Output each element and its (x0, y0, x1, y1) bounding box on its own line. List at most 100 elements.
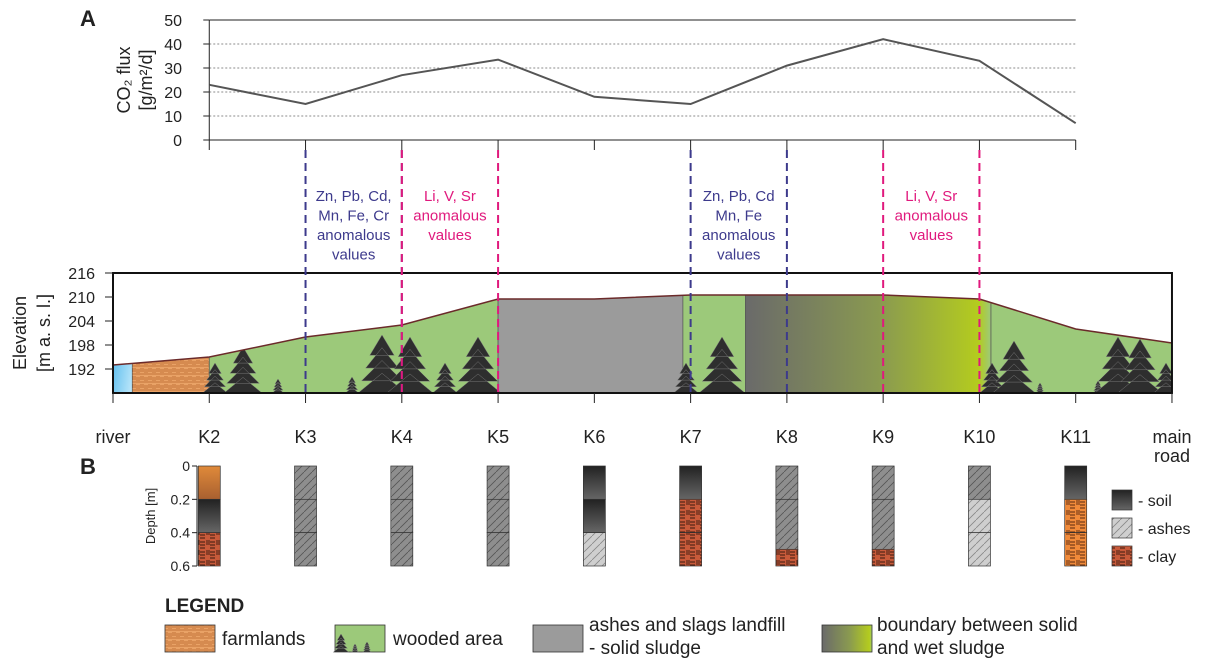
y-tick-label: 0 (173, 133, 182, 150)
anomaly-label: anomalous (702, 227, 775, 244)
depth-segment (872, 499, 894, 549)
legend-swatch (533, 625, 583, 652)
depth-segment (776, 499, 798, 549)
y-tick-label: 216 (68, 266, 95, 283)
anomaly-label: Mn, Fe (715, 208, 762, 225)
anomaly-label: values (910, 227, 953, 244)
y-tick-label: 50 (164, 13, 182, 30)
y-tick-label: 0.4 (171, 525, 191, 541)
legend-label: - clay (1138, 549, 1176, 566)
x-tick-label: K9 (872, 427, 894, 447)
y-tick-label: 198 (68, 338, 95, 355)
anomaly-label: Li, V, Sr (905, 188, 957, 205)
legend-label: boundary between solid (877, 615, 1078, 636)
anomaly-label: Zn, Pb, Cd (703, 188, 775, 205)
zone-farmlands (132, 273, 209, 393)
figure: A 0 10 20 30 40 50 CO₂ flux[g/m²/d] 192 198 204 210… (0, 0, 1218, 659)
y-tick-label: 0 (182, 458, 190, 474)
depth-segment (487, 499, 509, 532)
legend-title: LEGEND (165, 596, 244, 617)
y-axis-label: CO₂ flux (114, 47, 134, 114)
y-tick-label: 30 (164, 61, 182, 78)
x-tick-label: K10 (963, 427, 995, 447)
depth-segment (776, 466, 798, 499)
x-tick-label: K5 (487, 427, 509, 447)
y-tick-label: 210 (68, 290, 95, 307)
y-tick-label: 10 (164, 109, 182, 126)
x-tick-label: K2 (198, 427, 220, 447)
legend-label: - ashes (1138, 521, 1190, 538)
anomaly-label: Mn, Fe, Cr (318, 208, 389, 225)
legend-label: and wet sludge (877, 638, 1005, 659)
zone-landfill (498, 273, 683, 393)
x-tick-label: river (96, 427, 131, 447)
legend-label: farmlands (222, 629, 305, 650)
zone-wooded (209, 273, 498, 393)
depth-segment (198, 466, 220, 499)
depth-segment (680, 466, 702, 499)
legend-swatch (1112, 518, 1132, 538)
y-axis-label: Depth [m] (143, 488, 158, 544)
depth-segment (872, 466, 894, 499)
legend-swatch (1112, 546, 1132, 566)
depth-segment (391, 499, 413, 532)
y-tick-label: 192 (68, 362, 95, 379)
anomaly-label: Li, V, Sr (424, 188, 476, 205)
anomaly-label: anomalous (895, 208, 968, 225)
depth-segment (295, 533, 317, 566)
x-tick-label: K6 (583, 427, 605, 447)
depth-segment (1065, 499, 1087, 532)
depth-segment (198, 499, 220, 532)
anomaly-label: values (332, 247, 375, 264)
x-tick-label: K8 (776, 427, 798, 447)
legend-swatch (1112, 490, 1132, 510)
legend-swatch (822, 625, 872, 652)
anomaly-label: anomalous (413, 208, 486, 225)
panel-label: A (80, 6, 96, 31)
panel-label: B (80, 454, 96, 479)
depth-segment (968, 499, 990, 532)
y-tick-label: 0.2 (171, 491, 191, 507)
depth-segment (583, 466, 605, 499)
legend-swatch (165, 625, 215, 652)
depth-segment (872, 549, 894, 566)
depth-segment (295, 466, 317, 499)
zones (113, 273, 1179, 394)
depth-segment (968, 466, 990, 499)
legend-label: - soil (1138, 493, 1172, 510)
anomaly-label: values (428, 227, 471, 244)
depth-segment (391, 533, 413, 566)
legend-label: ashes and slags landfill (589, 615, 785, 636)
legend-label: wooded area (392, 629, 503, 650)
depth-segment (968, 533, 990, 566)
x-tick-label: K7 (680, 427, 702, 447)
depth-segment (583, 533, 605, 566)
depth-segment (583, 499, 605, 532)
y-tick-label: 204 (68, 314, 95, 331)
y-axis-label: [m a. s. l.] (34, 294, 54, 372)
depth-segment (1065, 533, 1087, 566)
y-tick-label: 20 (164, 85, 182, 102)
anomaly-label: Zn, Pb, Cd, (316, 188, 392, 205)
y-tick-label: 40 (164, 37, 182, 54)
x-tick-label: K4 (391, 427, 413, 447)
flux-line (209, 39, 1075, 123)
depth-segment (680, 533, 702, 566)
depth-segment (776, 549, 798, 566)
x-tick-label: K11 (1060, 427, 1091, 447)
x-tick-label: K3 (295, 427, 317, 447)
depth-segment (487, 533, 509, 566)
y-axis-label: Elevation (10, 296, 30, 370)
depth-segment (391, 466, 413, 499)
depth-segment (295, 499, 317, 532)
zone-boundary (745, 273, 990, 393)
zone-water (113, 273, 132, 393)
depth-segment (487, 466, 509, 499)
depth-segment (198, 533, 220, 566)
anomaly-label: values (717, 247, 760, 264)
legend-label: - solid sludge (589, 638, 701, 659)
depth-segment (680, 499, 702, 532)
y-tick-label: 0.6 (171, 558, 191, 574)
y-axis-label: [g/m²/d] (136, 49, 156, 110)
